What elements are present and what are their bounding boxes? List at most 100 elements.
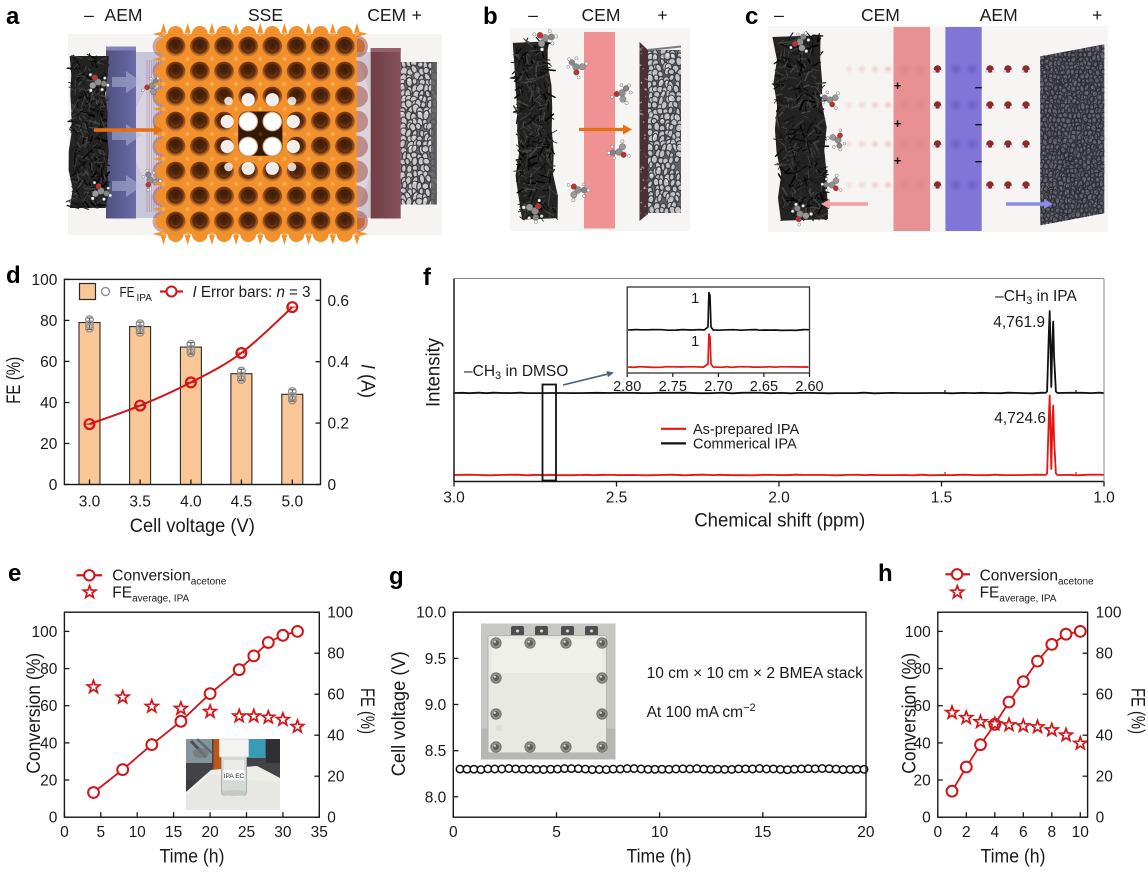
svg-text:20: 20	[40, 436, 58, 453]
svg-text:0: 0	[933, 824, 942, 841]
svg-text:0: 0	[60, 824, 69, 841]
svg-text:10: 10	[651, 824, 669, 841]
svg-text:20: 20	[857, 824, 875, 841]
svg-text:AEM: AEM	[980, 5, 1018, 25]
svg-text:I (A): I (A)	[357, 364, 378, 398]
svg-text:Intensity: Intensity	[424, 338, 445, 407]
svg-text:10.0: 10.0	[416, 605, 447, 622]
svg-text:–CH3 in IPA: –CH3 in IPA	[995, 288, 1077, 307]
svg-text:25: 25	[238, 824, 255, 841]
svg-text:FE: FE	[120, 285, 135, 301]
svg-text:h: h	[878, 560, 893, 587]
svg-text:SSE: SSE	[248, 5, 283, 25]
svg-text:6: 6	[1019, 824, 1028, 841]
svg-text:0: 0	[327, 810, 336, 827]
svg-text:–: –	[84, 5, 94, 25]
svg-text:As-prepared IPA: As-prepared IPA	[693, 422, 799, 438]
svg-text:80: 80	[1096, 646, 1114, 663]
svg-text:g: g	[389, 563, 404, 590]
svg-text:8: 8	[1047, 824, 1056, 841]
svg-text:9.0: 9.0	[425, 697, 447, 714]
svg-text:1: 1	[691, 290, 699, 307]
svg-text:2.75: 2.75	[659, 379, 687, 395]
svg-text:35: 35	[311, 824, 328, 841]
svg-text:4: 4	[990, 824, 999, 841]
svg-text:40: 40	[1096, 728, 1114, 745]
svg-text:20: 20	[914, 773, 932, 790]
svg-text:+: +	[1092, 5, 1102, 25]
svg-text:100: 100	[1096, 605, 1122, 622]
svg-text:80: 80	[327, 646, 345, 663]
svg-text:–CH3 in DMSO: –CH3 in DMSO	[464, 363, 568, 382]
svg-text:30: 30	[274, 824, 292, 841]
svg-text:Time (h): Time (h)	[160, 847, 225, 868]
svg-text:2: 2	[962, 824, 971, 841]
svg-text:5.0: 5.0	[282, 494, 304, 511]
svg-text:FE (%): FE (%)	[1127, 688, 1148, 734]
svg-text:f: f	[423, 264, 432, 291]
svg-text:CEM: CEM	[367, 5, 406, 25]
svg-text:9.5: 9.5	[425, 651, 447, 668]
svg-text:0: 0	[922, 810, 931, 827]
svg-text:100: 100	[327, 605, 353, 622]
svg-text:20: 20	[201, 824, 219, 841]
svg-text:+: +	[894, 153, 902, 168]
svg-text:c: c	[745, 3, 758, 30]
svg-text:1.5: 1.5	[931, 490, 953, 507]
svg-text:+: +	[412, 5, 422, 25]
svg-text:I Error bars: n = 3: I Error bars: n = 3	[193, 284, 311, 301]
svg-text:Time (h): Time (h)	[981, 847, 1046, 868]
svg-text:1: 1	[691, 333, 699, 350]
svg-text:d: d	[6, 262, 21, 289]
svg-text:0.2: 0.2	[328, 416, 350, 433]
svg-text:0: 0	[49, 810, 58, 827]
svg-text:−: −	[975, 154, 983, 169]
svg-text:2.65: 2.65	[750, 379, 778, 395]
svg-text:+: +	[657, 5, 667, 25]
svg-text:15: 15	[165, 824, 182, 841]
svg-text:Conversion (%): Conversion (%)	[899, 653, 920, 774]
svg-text:100: 100	[32, 272, 58, 289]
svg-text:100: 100	[32, 624, 58, 641]
svg-text:+: +	[894, 78, 902, 93]
svg-text:Commerical IPA: Commerical IPA	[693, 436, 797, 452]
svg-text:e: e	[8, 560, 21, 587]
svg-text:20: 20	[327, 769, 345, 786]
svg-text:20: 20	[40, 773, 58, 790]
svg-text:2.0: 2.0	[768, 490, 790, 507]
svg-text:Time (h): Time (h)	[627, 847, 692, 868]
svg-text:8.5: 8.5	[425, 743, 447, 760]
svg-text:0: 0	[49, 477, 58, 494]
svg-text:At 100 mA cm−2: At 100 mA cm−2	[647, 702, 756, 721]
svg-text:3.5: 3.5	[129, 494, 151, 511]
svg-text:60: 60	[327, 687, 345, 704]
svg-text:8.0: 8.0	[425, 789, 447, 806]
svg-text:AEM: AEM	[105, 5, 143, 25]
svg-text:4,761.9: 4,761.9	[993, 314, 1045, 331]
svg-text:15: 15	[754, 824, 771, 841]
svg-text:Chemical shift (ppm): Chemical shift (ppm)	[694, 511, 865, 532]
svg-text:0: 0	[328, 477, 337, 494]
svg-text:Conversion (%): Conversion (%)	[24, 653, 45, 774]
svg-text:4.5: 4.5	[231, 494, 253, 511]
svg-text:40: 40	[327, 728, 345, 745]
svg-text:60: 60	[1096, 687, 1114, 704]
svg-text:a: a	[6, 3, 20, 30]
svg-text:40: 40	[40, 395, 58, 412]
svg-text:5: 5	[552, 824, 561, 841]
svg-text:+: +	[894, 116, 902, 131]
svg-text:2.60: 2.60	[795, 379, 823, 395]
svg-text:IPA: IPA	[137, 293, 153, 304]
svg-text:4.0: 4.0	[180, 494, 202, 511]
svg-text:b: b	[483, 3, 498, 30]
svg-text:FE (%): FE (%)	[4, 357, 25, 404]
svg-text:−: −	[975, 117, 983, 132]
svg-text:3.0: 3.0	[443, 490, 465, 507]
svg-text:60: 60	[40, 354, 58, 371]
svg-text:0.4: 0.4	[328, 354, 350, 371]
svg-text:0: 0	[449, 824, 458, 841]
svg-text:10 cm × 10 cm × 2 BMEA stack: 10 cm × 10 cm × 2 BMEA stack	[647, 665, 863, 682]
svg-text:5: 5	[96, 824, 105, 841]
svg-text:CEM: CEM	[861, 5, 900, 25]
svg-text:Cell voltage (V): Cell voltage (V)	[130, 516, 255, 537]
